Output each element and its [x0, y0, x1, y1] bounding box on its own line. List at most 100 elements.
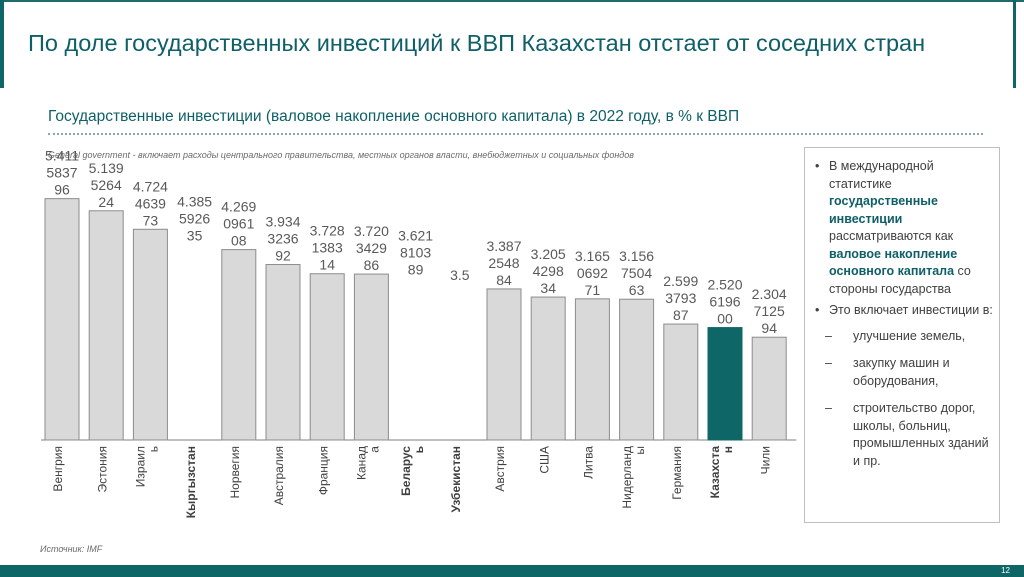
- panel-item-2: – закупку машин и оборудования,: [815, 355, 999, 390]
- category-label: н: [721, 446, 735, 453]
- category-label: Нидерланд: [620, 446, 634, 509]
- data-label: 8103: [400, 244, 431, 260]
- bullet-2-text: Это включает инвестиции в:: [829, 303, 993, 317]
- data-label: 0961: [223, 216, 254, 232]
- data-label: 71: [585, 282, 601, 298]
- data-label: 3.621: [398, 227, 433, 243]
- bullet-dot-icon: •: [815, 303, 820, 317]
- bar: [88, 210, 124, 441]
- bar: [486, 288, 522, 441]
- category-label: Казахста: [708, 446, 722, 499]
- bar: [132, 228, 168, 441]
- data-label: 3.5: [450, 267, 470, 283]
- data-label: 3.205: [531, 246, 566, 262]
- data-label: 2548: [488, 255, 519, 271]
- bar: [265, 264, 301, 441]
- data-label: 4.385: [177, 193, 212, 209]
- category-label: Кыргызстан: [184, 446, 198, 518]
- data-label: 2.599: [663, 273, 698, 289]
- data-label: 35: [187, 227, 203, 243]
- category-label: Канад: [355, 446, 369, 480]
- data-label: 92: [275, 248, 291, 264]
- category-label: Эстония: [95, 446, 109, 493]
- bar: [574, 298, 610, 441]
- bar: [353, 273, 389, 441]
- bullet-1-highlight-a: государственные инвестиции: [829, 194, 938, 226]
- data-label: 3.387: [486, 238, 521, 254]
- data-label: 96: [54, 182, 70, 198]
- dotted-divider: [48, 133, 983, 135]
- data-label: 1383: [312, 240, 343, 256]
- panel-bullet-2: • Это включает инвестиции в:: [815, 302, 999, 320]
- data-label: 63: [629, 282, 645, 298]
- bar: [663, 323, 699, 441]
- data-label: 34: [540, 280, 556, 296]
- data-label: 86: [364, 257, 380, 273]
- category-label: США: [537, 446, 551, 474]
- data-label: 4.724: [133, 178, 168, 194]
- bullet-1-text-c: со стороны государства: [829, 264, 971, 296]
- data-label: 3.165: [575, 248, 610, 264]
- bar: [221, 249, 257, 441]
- data-label: 7125: [754, 303, 785, 319]
- page-number: 12: [1001, 566, 1010, 575]
- data-label: 7504: [621, 265, 652, 281]
- category-label: ы: [633, 446, 647, 455]
- data-label: 2.304: [752, 286, 787, 302]
- data-label: 5.139: [89, 160, 124, 176]
- top-rule: [0, 0, 1024, 2]
- data-label: 3793: [665, 290, 696, 306]
- bullet-1-text-a: В международной статистике: [829, 159, 934, 191]
- data-label: 4639: [135, 195, 166, 211]
- panel-item-3: – строительство дорог, школы, больниц, п…: [815, 400, 999, 470]
- data-label: 0692: [577, 265, 608, 281]
- bar: [619, 298, 655, 441]
- data-label: 2.520: [707, 277, 742, 293]
- data-label: 5926: [179, 210, 210, 226]
- category-label: Франция: [316, 446, 330, 495]
- category-label: Венгрия: [51, 446, 65, 492]
- data-label: 24: [98, 194, 114, 210]
- category-label: ь: [147, 446, 161, 452]
- bar: [751, 336, 787, 441]
- dash-icon: –: [825, 356, 832, 370]
- category-label: Норвегия: [228, 446, 242, 499]
- data-label: 08: [231, 233, 247, 249]
- data-label: 89: [408, 261, 424, 277]
- data-label: 87: [673, 307, 689, 323]
- title-accent-bar: [0, 0, 4, 88]
- slide-title: По доле государственных инвестиций к ВВП…: [28, 30, 926, 56]
- panel-bullet-1: • В международной статистике государстве…: [815, 158, 999, 298]
- panel-item-2-text: закупку машин и оборудования,: [853, 356, 950, 388]
- data-label: 3.934: [265, 214, 300, 230]
- category-label: Австрия: [493, 446, 507, 492]
- category-label: а: [368, 446, 382, 453]
- title-right-bar: [1013, 0, 1016, 88]
- category-label: Австралия: [272, 446, 286, 505]
- data-label: 5.411: [45, 148, 79, 164]
- data-label: 94: [761, 320, 777, 336]
- bar: [309, 273, 345, 441]
- data-label: 5264: [91, 177, 122, 193]
- info-panel: • В международной статистике государстве…: [804, 147, 1000, 523]
- bullet-1-text-b: рассматриваются как: [829, 229, 954, 243]
- footer-bar: 12: [0, 565, 1024, 577]
- dash-icon: –: [825, 401, 832, 415]
- data-label: 5837: [46, 165, 77, 181]
- data-label: 84: [496, 272, 512, 288]
- data-label: 3429: [356, 240, 387, 256]
- data-label: 3.156: [619, 248, 654, 264]
- data-label: 3.720: [354, 223, 389, 239]
- category-label: Беларус: [399, 446, 413, 496]
- data-label: 73: [143, 212, 159, 228]
- category-label: Чили: [758, 446, 772, 474]
- bar: [530, 296, 566, 441]
- bar: [44, 198, 80, 441]
- panel-item-1: – улучшение земель,: [815, 328, 999, 346]
- data-label: 6196: [709, 294, 740, 310]
- info-panel-text: • В международной статистике государстве…: [815, 158, 999, 480]
- chart-subtitle: Государственные инвестиции (валовое нако…: [48, 108, 740, 125]
- dash-icon: –: [825, 328, 832, 343]
- panel-item-1-text: улучшение земель,: [853, 328, 966, 343]
